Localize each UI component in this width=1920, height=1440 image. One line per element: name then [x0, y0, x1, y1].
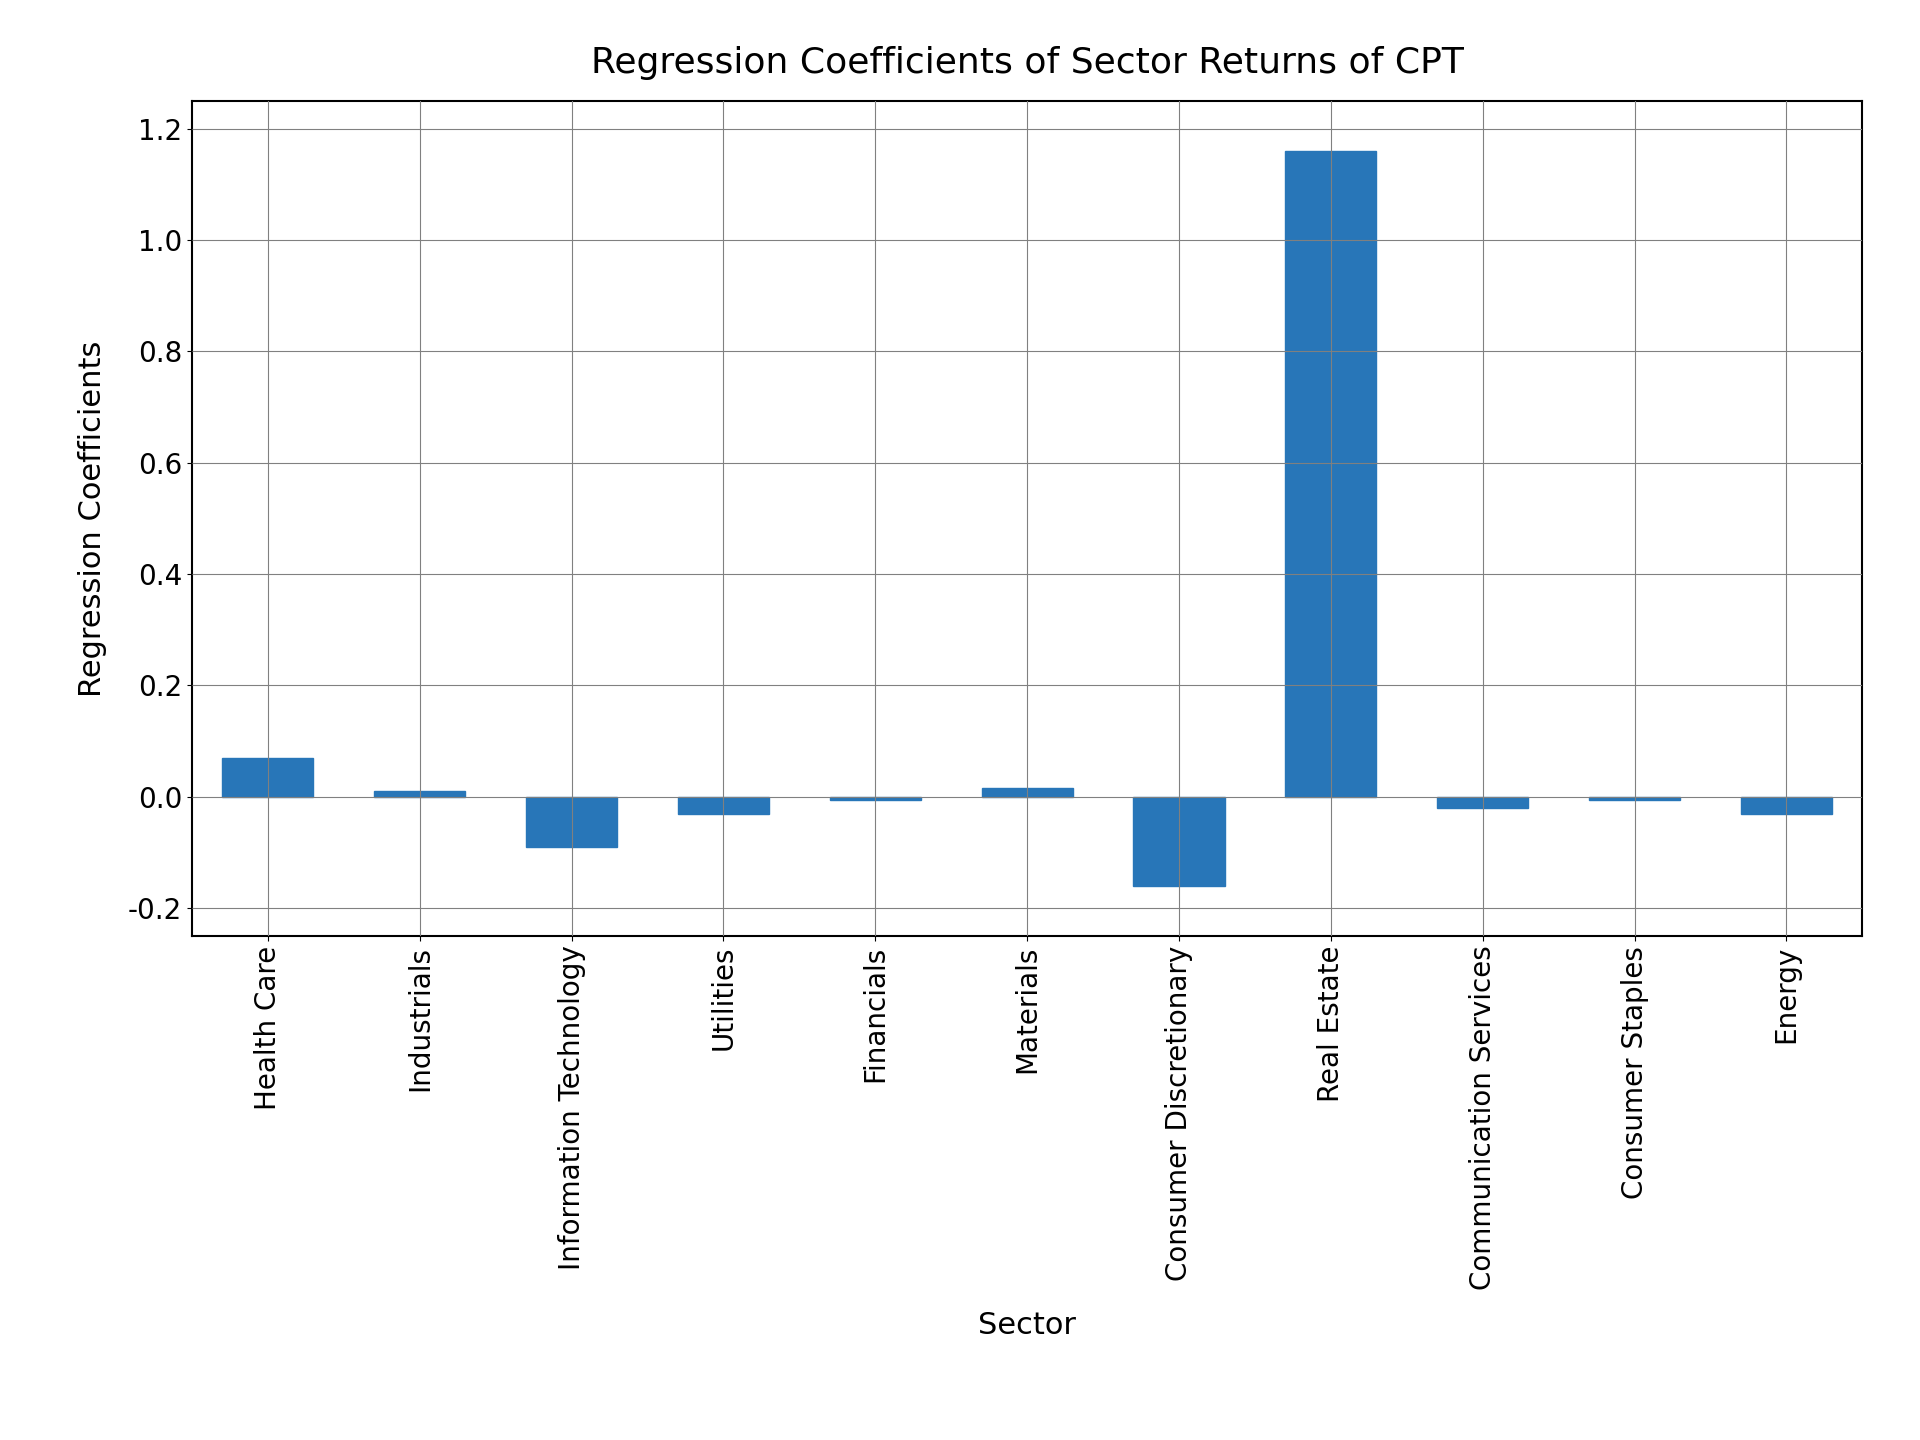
Bar	[374, 791, 465, 796]
Bar	[1590, 796, 1680, 799]
Bar	[1438, 796, 1528, 808]
Bar	[1741, 796, 1832, 814]
Bar	[223, 757, 313, 796]
Bar	[1133, 796, 1225, 886]
Bar	[1284, 151, 1377, 796]
Bar	[526, 796, 616, 847]
Bar	[829, 796, 922, 799]
Y-axis label: Regression Coefficients: Regression Coefficients	[79, 340, 108, 697]
Title: Regression Coefficients of Sector Returns of CPT: Regression Coefficients of Sector Return…	[591, 46, 1463, 81]
X-axis label: Sector: Sector	[977, 1312, 1077, 1341]
Bar	[678, 796, 770, 814]
Bar	[981, 789, 1073, 796]
